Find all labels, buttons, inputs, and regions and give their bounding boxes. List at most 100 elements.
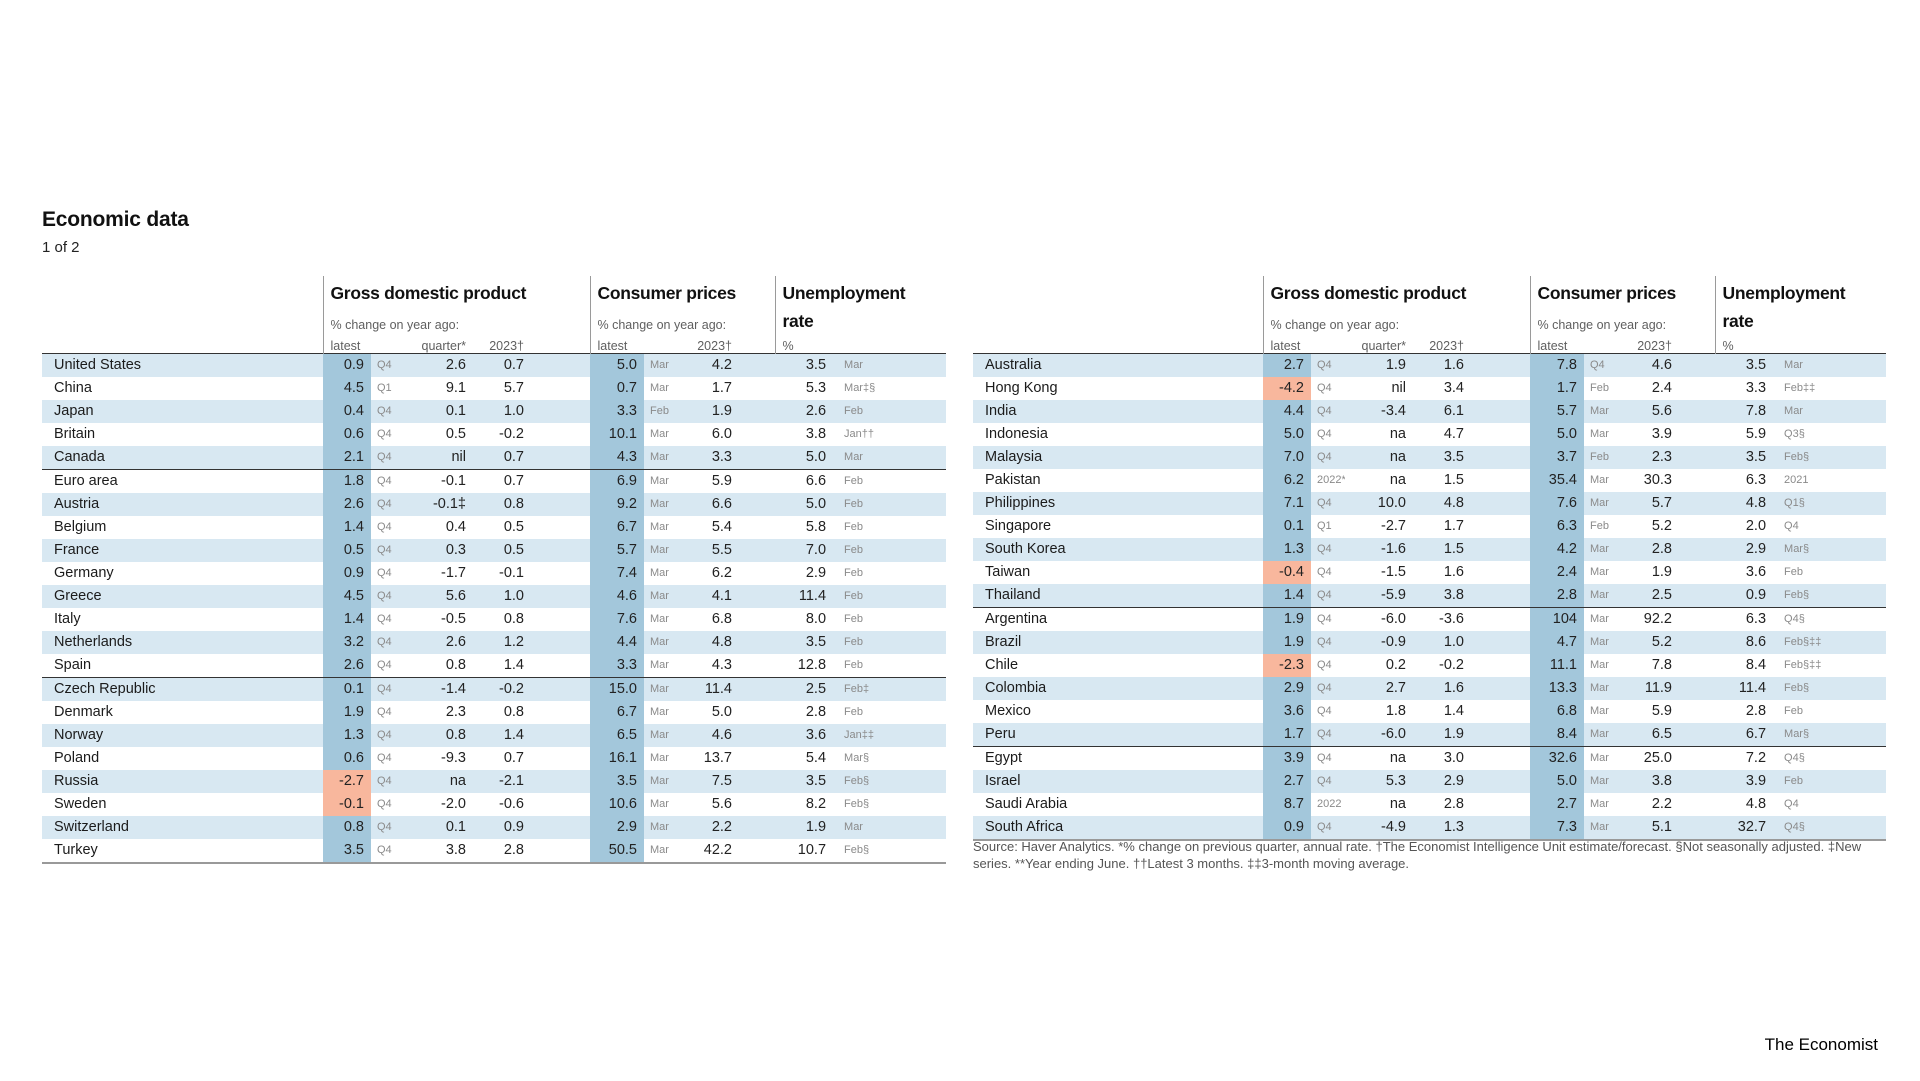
cpi-2023-cell: 5.1 <box>1624 816 1679 841</box>
spacer-cell <box>1679 654 1715 677</box>
cpi-latest-cell: 35.4 <box>1530 469 1584 492</box>
spacer-cell <box>531 793 590 816</box>
gdp-quarter-cell: 0.1 <box>405 400 473 423</box>
gdp-period-cell: Q4 <box>377 798 392 810</box>
gdp-subheader: % change on year ago: <box>322 304 590 332</box>
unemployment-header: Unemployment <box>1714 276 1887 304</box>
cpi-latest-cell: 6.3 <box>1530 515 1584 538</box>
cpi-latest-cell: 4.2 <box>1530 538 1584 561</box>
gdp-latest-cell: -0.4 <box>1263 561 1311 584</box>
spacer-cell <box>1679 515 1715 538</box>
spacer-cell <box>1679 793 1715 816</box>
cpi-period-cell: Mar <box>644 539 684 562</box>
spacer-cell <box>1679 816 1716 841</box>
page-title: Economic data <box>42 208 189 231</box>
gdp-2023-cell: 0.8 <box>473 493 531 516</box>
cpi-latest-cell: 1.7 <box>1530 377 1584 400</box>
gdp-quarter-cell: -4.9 <box>1345 816 1413 841</box>
gdp-2023-cell: 2.8 <box>473 839 531 864</box>
country-cell: Egypt <box>973 746 1263 770</box>
country-cell: Chile <box>985 657 1019 673</box>
spacer-cell <box>1471 377 1530 400</box>
gdp-latest-cell: 3.2 <box>323 631 371 654</box>
gdp-quarter-cell: -5.9 <box>1345 584 1413 608</box>
spacer-cell <box>739 469 776 493</box>
spacer-cell <box>531 516 590 539</box>
table-row: Israel 2.7 Q4 5.3 2.9 5.0 Mar 3.8 3.9 Feb <box>973 770 1887 793</box>
unemployment-period-cell: Feb <box>833 631 947 654</box>
cpi-period-cell: Feb <box>1590 520 1609 532</box>
unemployment-cell: 11.4 <box>1715 677 1774 700</box>
gdp-period-cell: Q4 <box>1311 677 1345 700</box>
gdp-2023-cell: 0.7 <box>503 750 524 766</box>
unemployment-period-cell: Mar <box>833 353 947 377</box>
unemployment-cell: 8.2 <box>805 796 827 812</box>
cpi-latest-cell: 9.2 <box>590 493 644 516</box>
unemployment-header-line2: rate <box>774 304 947 332</box>
spacer-cell <box>1471 446 1530 469</box>
gdp-quarter-cell: -0.5 <box>441 611 466 627</box>
gdp-latest-cell: 1.3 <box>1263 538 1311 561</box>
cpi-latest-cell: 6.5 <box>590 724 644 747</box>
country-cell: Mexico <box>985 703 1031 719</box>
gdp-period-cell: Q4 <box>371 585 405 608</box>
gdp-2023-cell: 1.2 <box>473 631 531 654</box>
gdp-quarter-cell: 0.1 <box>405 816 473 839</box>
gdp-period-cell: Q4 <box>371 493 405 516</box>
cpi-2023-cell: 5.5 <box>684 539 739 562</box>
unemployment-cell: 0.9 <box>1715 584 1774 608</box>
spacer-cell <box>531 423 590 446</box>
cpi-latest-cell: 15.0 <box>590 677 644 701</box>
gdp-header: Gross domestic product <box>1262 276 1530 304</box>
table-row: Egypt 3.9 Q4 na 3.0 32.6 Mar 25.0 7.2 Q4§ <box>973 746 1887 770</box>
table-header: Gross domestic product Consumer prices U… <box>42 276 947 354</box>
country-cell: Italy <box>54 611 81 627</box>
cpi-latest-cell: 0.7 <box>590 377 644 400</box>
cpi-2023-cell: 92.2 <box>1624 607 1679 631</box>
spacer-cell <box>739 839 776 864</box>
unemployment-cell: 3.3 <box>1745 380 1767 396</box>
cpi-period-cell: Mar <box>1584 677 1624 700</box>
country-cell: China <box>54 380 92 396</box>
country-cell: Czech Republic <box>42 677 323 701</box>
cpi-period-cell: Mar <box>650 706 669 718</box>
gdp-quarter-cell: na <box>1345 446 1413 469</box>
country-cell: Colombia <box>973 677 1263 700</box>
cpi-period-cell: Mar <box>650 567 669 579</box>
gdp-quarter-cell: -2.7 <box>1381 518 1406 534</box>
gdp-2023-cell: 0.8 <box>503 704 524 720</box>
table-row: Singapore 0.1 Q1 -2.7 1.7 6.3 Feb 5.2 2.0 Q4 <box>973 515 1886 538</box>
spacer-cell <box>739 654 775 678</box>
spacer-cell <box>531 839 590 864</box>
cpi-latest-cell: 6.8 <box>1530 700 1584 723</box>
gdp-period-cell: Q4 <box>1311 816 1345 841</box>
spacer-cell <box>1679 538 1716 561</box>
cpi-header: Consumer prices <box>1529 276 1716 304</box>
gdp-quarter-cell: -6.0 <box>1345 607 1413 631</box>
spacer-cell <box>531 562 590 585</box>
cpi-latest-cell: 7.6 <box>590 608 644 631</box>
spacer-cell <box>1471 492 1530 515</box>
gdp-quarter-cell: -0.1‡ <box>405 493 473 516</box>
cpi-2023-cell: 6.6 <box>684 493 739 516</box>
cpi-period-cell: Mar <box>1584 607 1624 631</box>
unemployment-period-cell: Q4 <box>1784 520 1799 532</box>
gdp-period-cell: 2022** <box>1317 474 1345 486</box>
unemployment-period-cell: Feb§ <box>833 839 947 864</box>
gdp-2023-cell: 0.7 <box>473 353 531 377</box>
cpi-period-cell: Mar <box>1584 584 1624 608</box>
country-cell: Australia <box>973 353 1263 377</box>
gdp-period-cell: Q4 <box>371 353 405 377</box>
cpi-2023-cell: 2.3 <box>1624 446 1679 469</box>
cpi-2023-label: 2023† <box>697 339 732 353</box>
gdp-latest-cell: 1.4 <box>323 608 371 631</box>
country-cell: India <box>973 400 1263 423</box>
unemployment-cell: 11.4 <box>775 585 834 608</box>
cpi-period-cell: Mar <box>650 521 669 533</box>
country-cell: Brazil <box>973 631 1263 654</box>
spacer-cell <box>1471 700 1530 723</box>
unemployment-period-cell: Jan‡‡ <box>833 724 947 747</box>
cpi-2023-cell: 6.2 <box>711 565 732 581</box>
gdp-2023-cell: 1.0 <box>473 400 531 423</box>
gdp-latest-cell: 5.0 <box>1263 423 1311 446</box>
